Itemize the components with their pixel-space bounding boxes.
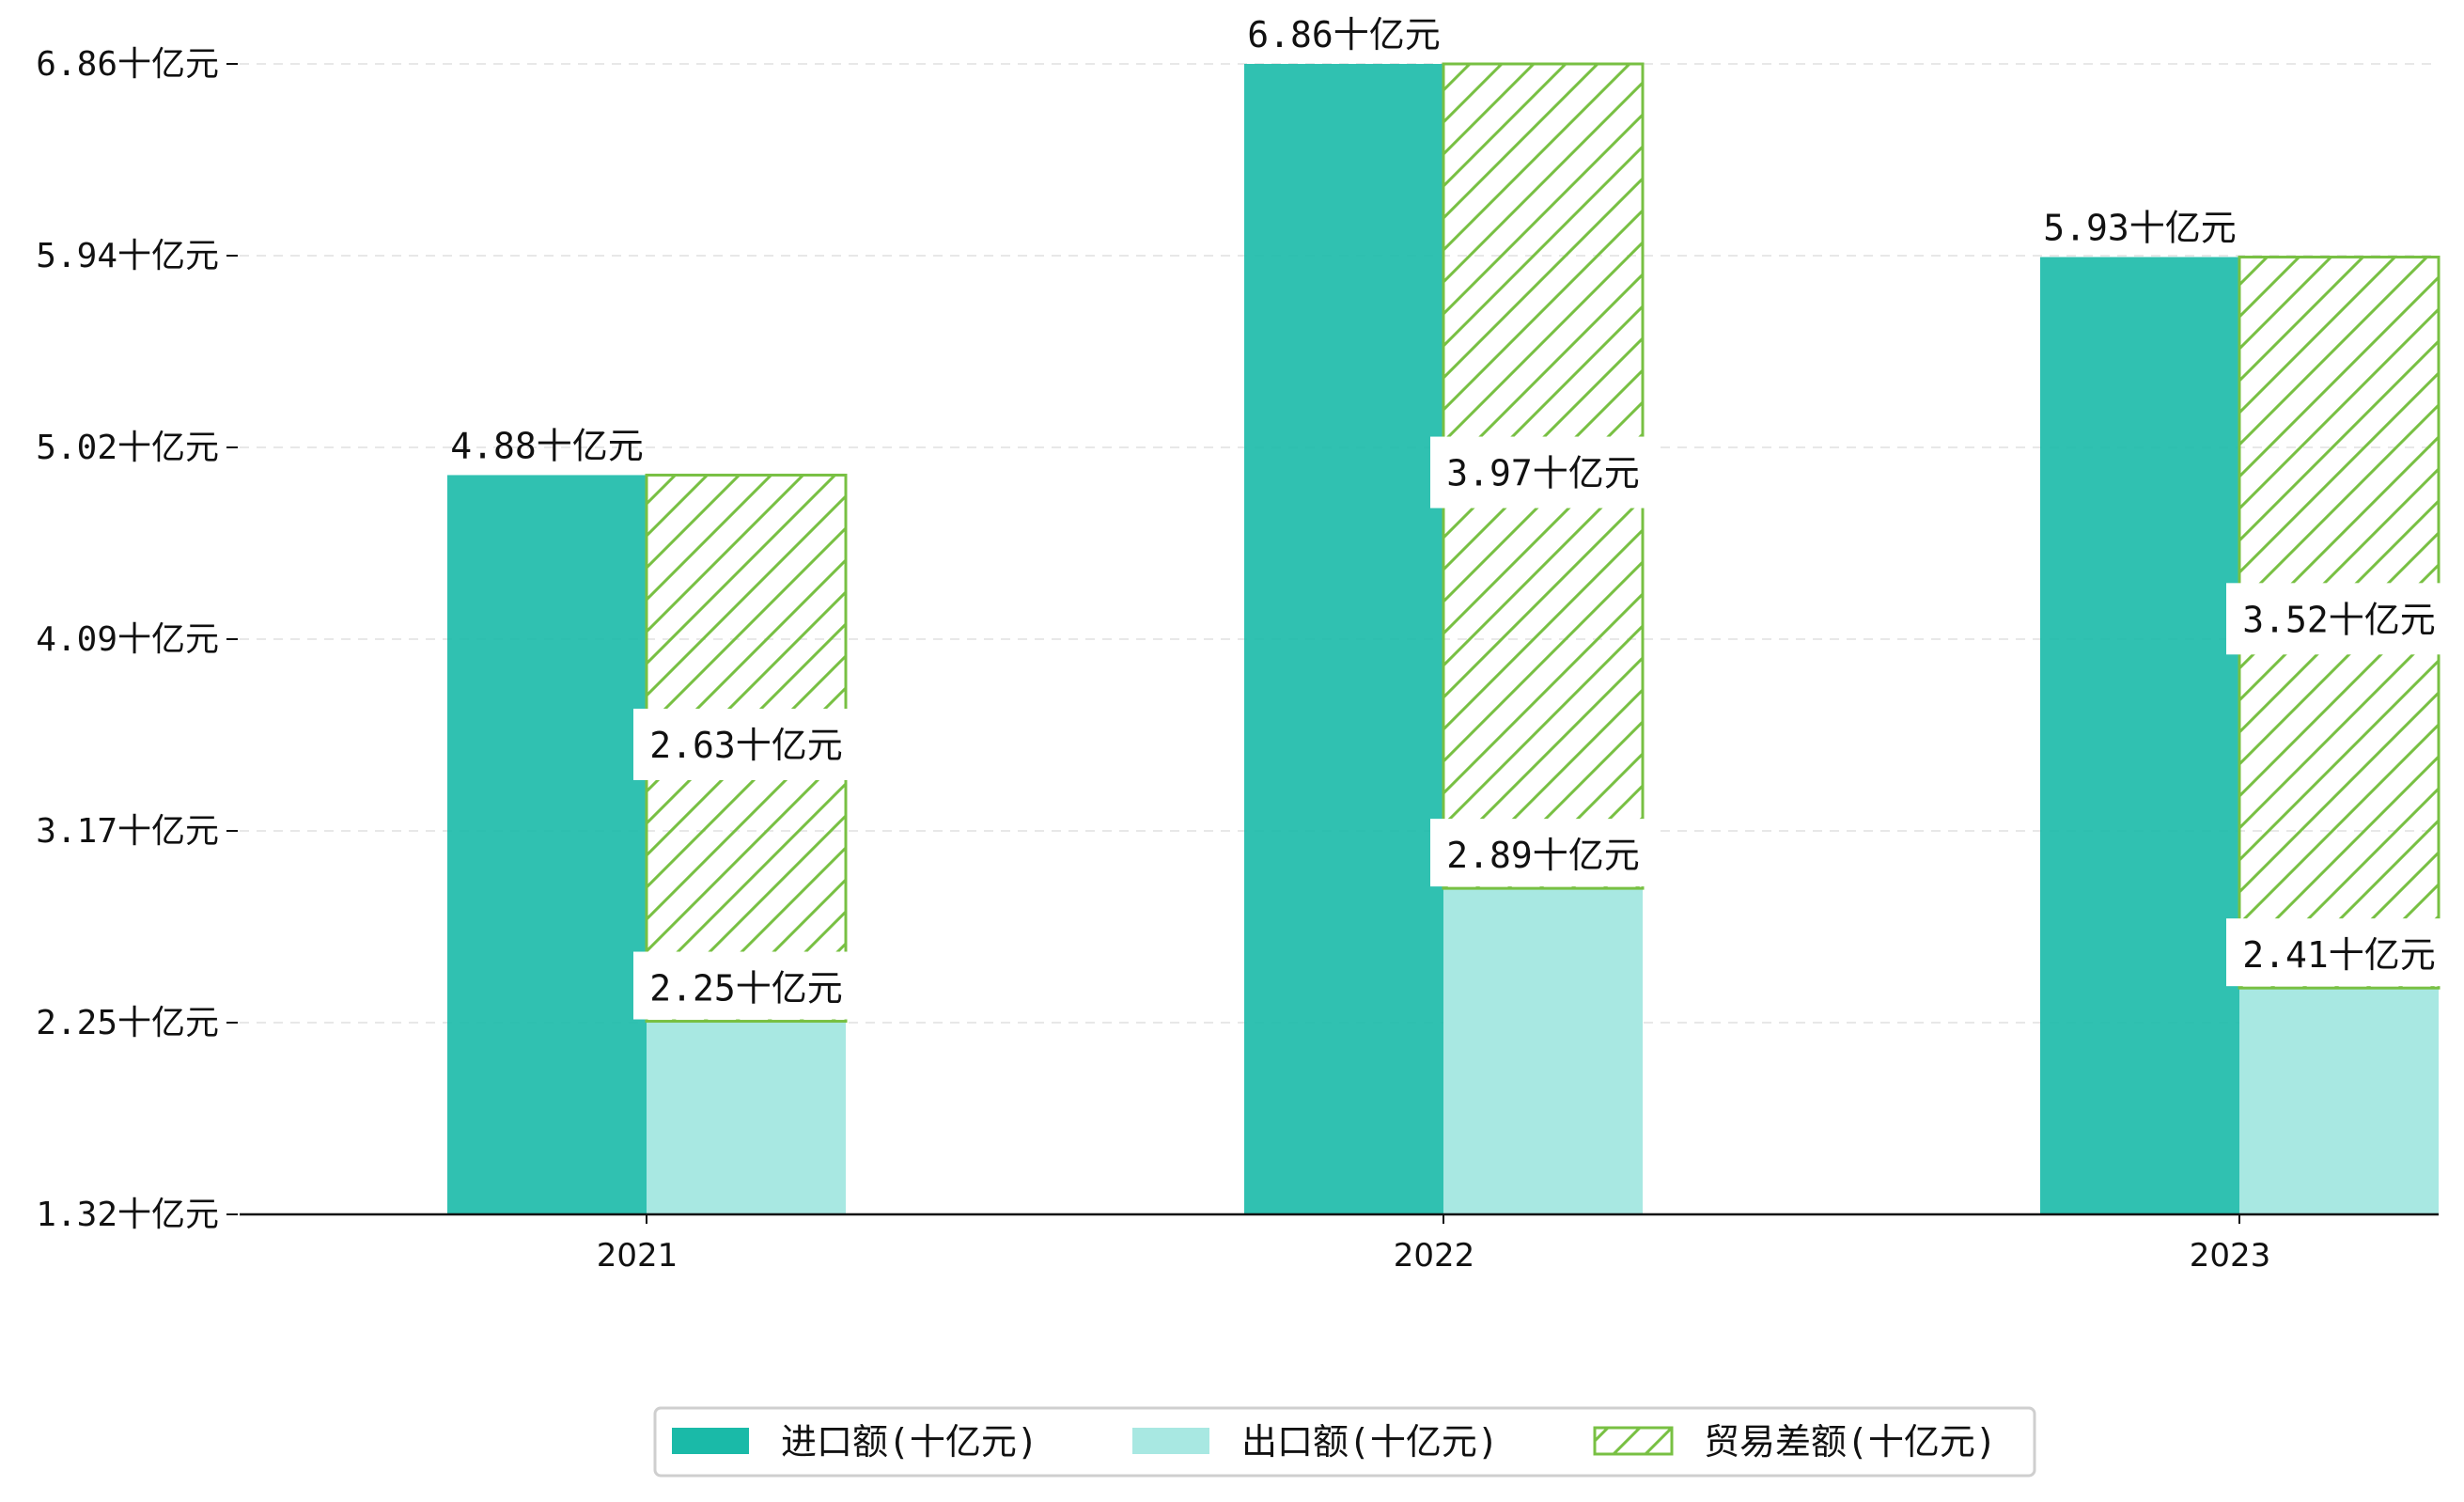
y-tick-label: 6.86十亿元 bbox=[36, 45, 219, 84]
label-bg bbox=[633, 708, 859, 780]
bar-import-2022 bbox=[1244, 64, 1443, 1214]
y-tick-label: 4.09十亿元 bbox=[36, 620, 219, 659]
y-tick-label: 5.94十亿元 bbox=[36, 237, 219, 275]
data-label-import: 4.88十亿元 bbox=[450, 425, 644, 466]
bar-export-2023 bbox=[2239, 988, 2439, 1214]
data-label-import: 6.86十亿元 bbox=[1247, 14, 1441, 55]
data-label-export: 2.25十亿元 bbox=[649, 968, 843, 1009]
label-bg bbox=[1430, 819, 1656, 887]
data-label-balance: 2.63十亿元 bbox=[649, 725, 843, 766]
data-label-import: 5.93十亿元 bbox=[2043, 207, 2237, 248]
x-tick-label: 2022 bbox=[1394, 1237, 1475, 1275]
label-bg bbox=[2226, 583, 2452, 655]
label-bg bbox=[633, 951, 859, 1020]
data-labels: 4.88十亿元 2.25十亿元 2.63十亿元 6.86十亿元 2.89十亿元 3.97十… bbox=[450, 14, 2452, 1020]
legend-swatch bbox=[1132, 1428, 1209, 1454]
bar-import-2021 bbox=[447, 475, 647, 1214]
x-tick-label: 2023 bbox=[2190, 1237, 2271, 1275]
y-tick-label: 5.02十亿元 bbox=[36, 429, 219, 467]
y-axis: 1.32十亿元 2.25十亿元 3.17十亿元 4.09十亿元 5.02十亿元 5.94十… bbox=[36, 45, 238, 1234]
bar-export-2022 bbox=[1443, 888, 1643, 1214]
legend-label: 贸易差额(十亿元) bbox=[1704, 1421, 1997, 1463]
label-bg bbox=[2226, 918, 2452, 987]
legend-label: 进口额(十亿元) bbox=[781, 1421, 1038, 1463]
x-axis: 2021 2022 2023 bbox=[240, 1213, 2439, 1275]
y-tick-label: 1.32十亿元 bbox=[36, 1196, 219, 1234]
y-tick-label: 2.25十亿元 bbox=[36, 1004, 219, 1042]
data-label-balance: 3.52十亿元 bbox=[2242, 599, 2436, 640]
data-label-export: 2.89十亿元 bbox=[1446, 835, 1640, 876]
legend-swatch bbox=[672, 1428, 749, 1454]
y-tick-label: 3.17十亿元 bbox=[36, 812, 219, 851]
data-label-export: 2.41十亿元 bbox=[2242, 934, 2436, 976]
data-label-balance: 3.97十亿元 bbox=[1446, 453, 1640, 494]
legend-label: 出口额(十亿元) bbox=[1241, 1421, 1499, 1463]
label-bg bbox=[1430, 436, 1656, 508]
x-tick-label: 2021 bbox=[597, 1237, 678, 1275]
legend-box bbox=[653, 1406, 2036, 1478]
legend: 进口额(十亿元) 出口额(十亿元) 贸易差额(十亿元) bbox=[653, 1406, 2036, 1478]
bar-import-2023 bbox=[2040, 257, 2239, 1215]
bar-export-2021 bbox=[647, 1021, 846, 1214]
legend-swatch bbox=[1593, 1426, 1674, 1456]
